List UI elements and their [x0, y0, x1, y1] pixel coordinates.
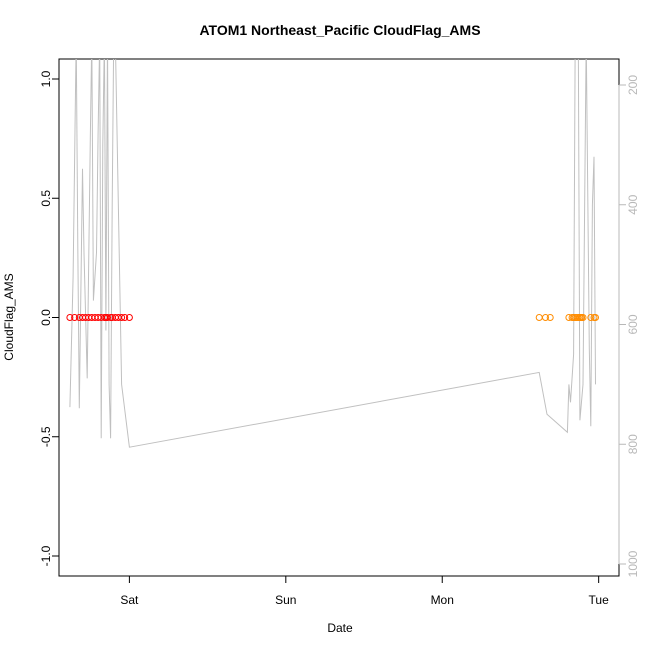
y-tick-label-3: 0.5	[39, 190, 53, 207]
chart-title: ATOM1 Northeast_Pacific CloudFlag_AMS	[199, 22, 480, 38]
y-tick-label-4: 1.0	[39, 70, 53, 87]
plot-content: -1.0 -0.5 0.0 0.5 1.0 Sat Sun Mon Tue 200 400 600 80…	[39, 59, 640, 607]
data-point-s1-0	[535, 314, 543, 321]
data-point-s1-16	[592, 314, 599, 321]
y-axis-label: CloudFlag_AMS	[2, 273, 16, 360]
data-layer	[66, 59, 599, 448]
data-point-s1-2	[546, 314, 554, 321]
y-tick-label-0: -1.0	[39, 545, 53, 566]
x-tick-label-sun: Sun	[275, 593, 296, 607]
data-point-s0-18	[121, 314, 129, 321]
y-tick-label-1: -0.5	[39, 426, 53, 447]
right-tick-label-4: 1000	[626, 550, 640, 577]
data-point-s0-17	[118, 314, 126, 321]
right-tick-label-0: 200	[626, 75, 640, 95]
x-tick-label-tue: Tue	[589, 593, 610, 607]
right-tick-label-1: 400	[626, 194, 640, 214]
series-line-right-axis	[69, 59, 596, 448]
right-tick-label-3: 800	[626, 434, 640, 454]
plot-frame	[58, 58, 620, 577]
data-point-s0-1	[71, 314, 79, 321]
data-point-s0-12	[104, 314, 111, 321]
y-tick-label-2: 0.0	[39, 309, 53, 326]
data-point-s0-19	[125, 314, 133, 321]
x-tick-label-sat: Sat	[120, 593, 139, 607]
data-point-s1-1	[542, 314, 549, 321]
data-point-s1-13	[579, 314, 587, 321]
data-point-s0-0	[66, 314, 74, 321]
data-point-s1-14	[587, 314, 595, 321]
x-axis-label: Date	[327, 621, 353, 635]
x-tick-label-mon: Mon	[431, 593, 454, 607]
right-tick-label-2: 600	[626, 314, 640, 334]
